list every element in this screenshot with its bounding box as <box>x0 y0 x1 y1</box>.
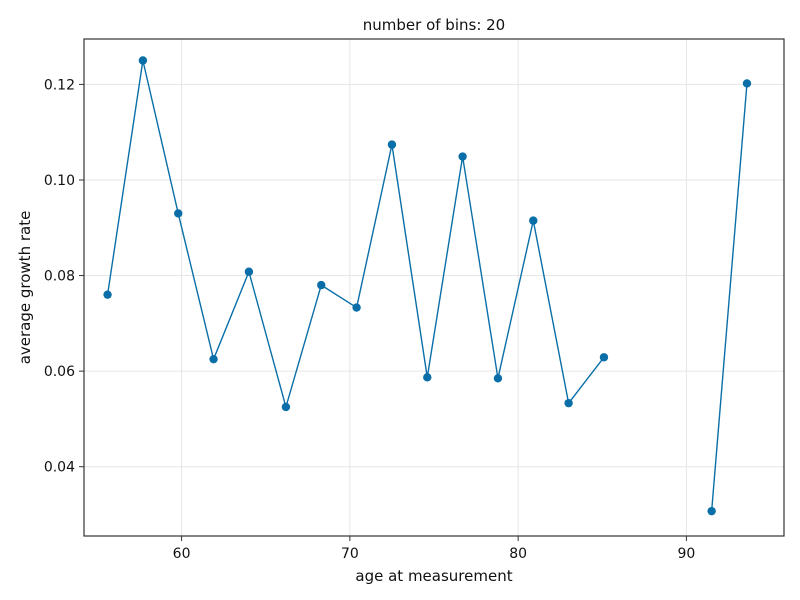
data-point <box>244 267 254 276</box>
data-point <box>423 373 432 382</box>
data-point <box>742 79 752 88</box>
y-tick-label: 0.08 <box>44 269 75 285</box>
y-tick-label: 0.06 <box>44 364 75 380</box>
series-line <box>710 83 748 512</box>
x-axis-label: age at measurement <box>355 567 512 585</box>
data-point <box>493 374 503 383</box>
data-point <box>529 216 538 225</box>
data-point <box>387 140 397 149</box>
y-tick-label: 0.12 <box>44 77 75 93</box>
x-tick-label: 90 <box>677 546 695 562</box>
data-point <box>281 402 291 412</box>
data-point <box>564 398 573 408</box>
x-tick-label: 60 <box>173 546 191 562</box>
data-point <box>707 506 716 516</box>
data-point <box>317 280 326 290</box>
x-tick-label: 80 <box>509 546 527 562</box>
data-point <box>103 290 112 299</box>
chart-title: number of bins: 20 <box>363 16 505 34</box>
plot-frame <box>83 38 785 537</box>
data-point <box>352 303 361 312</box>
data-point <box>209 354 218 364</box>
data-point <box>458 152 467 161</box>
data-point <box>174 209 183 218</box>
grid <box>84 39 784 536</box>
x-tick-label: 70 <box>341 546 359 562</box>
y-tick-label: 0.04 <box>44 460 75 476</box>
data-point <box>138 56 148 65</box>
data-point <box>599 353 609 362</box>
series-points <box>103 56 752 516</box>
axis-ticks: 60 70 80 90 0.04 0.06 0.08 0.10 0.12 <box>44 77 695 562</box>
y-tick-label: 0.10 <box>44 173 75 189</box>
y-axis-label: average growth rate <box>16 211 34 365</box>
